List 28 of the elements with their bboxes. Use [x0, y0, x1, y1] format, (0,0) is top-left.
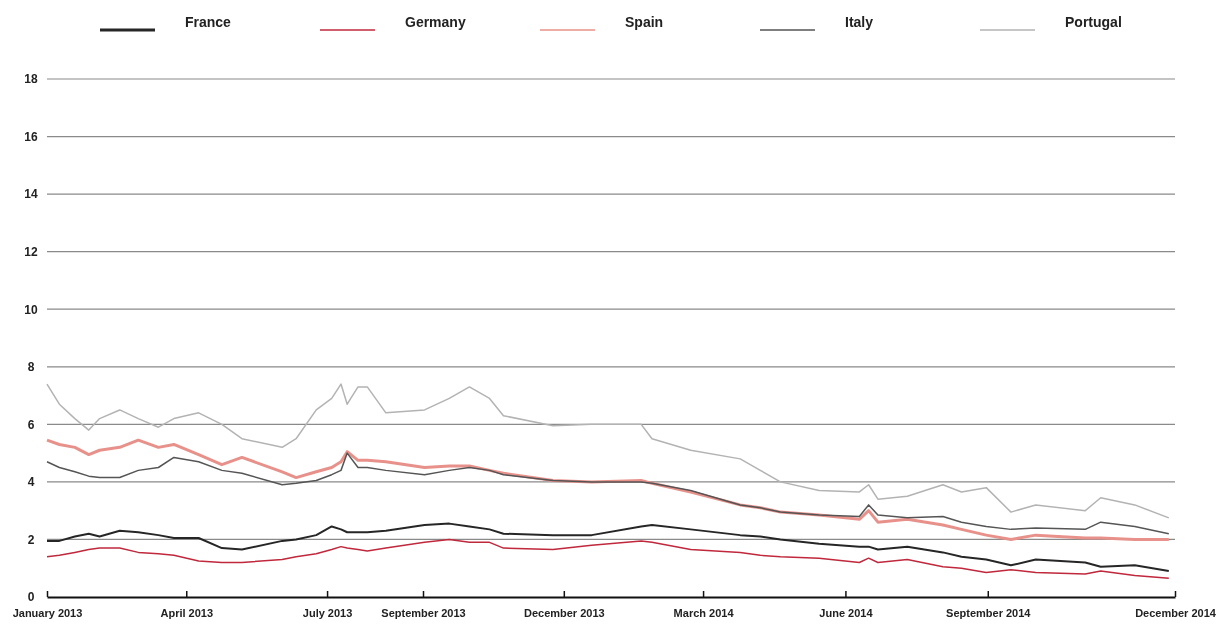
- y-tick-label: 4: [27, 475, 35, 490]
- y-tick-label: 16: [24, 129, 38, 144]
- x-tick-label: September 2014: [946, 606, 1032, 619]
- line-series: [46, 538, 1170, 580]
- legend-label: Portugal: [1065, 14, 1122, 30]
- y-tick-label: 6: [27, 417, 35, 432]
- x-tick-label: June 2014: [819, 606, 874, 619]
- x-tick-label: March 2014: [673, 606, 735, 619]
- y-tick-label: 0: [27, 590, 35, 605]
- x-tick-label: December 2014: [1135, 606, 1217, 619]
- x-tick-label: July 2013: [302, 606, 353, 619]
- y-tick-label: 18: [24, 72, 38, 87]
- x-tick-label: April 2013: [160, 606, 214, 619]
- x-tick-label: December 2013: [523, 606, 605, 619]
- y-tick-label: 8: [27, 360, 35, 375]
- x-tick-label: January 2013: [12, 606, 83, 619]
- y-tick-label: 12: [24, 245, 38, 260]
- x-tick-label: September 2013: [381, 606, 466, 619]
- legend-label: Germany: [405, 14, 466, 30]
- legend-label: Italy: [845, 14, 874, 30]
- line-series: [46, 452, 1170, 535]
- line-series: [46, 383, 1170, 519]
- legend-label: Spain: [625, 14, 664, 30]
- y-tick-label: 10: [24, 302, 38, 317]
- y-tick-label: 14: [24, 187, 38, 202]
- line-series: [46, 522, 1170, 573]
- y-tick-label: 2: [27, 532, 35, 547]
- legend-label: France: [185, 14, 232, 30]
